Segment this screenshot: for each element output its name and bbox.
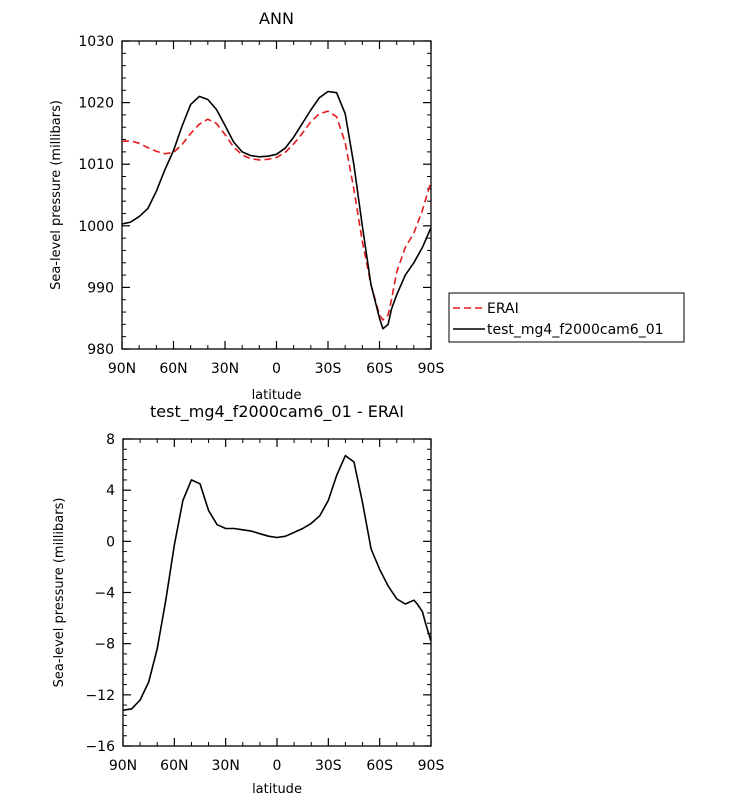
y-axis-label: Sea-level pressure (millibars) bbox=[52, 498, 67, 688]
legend-label: test_mg4_f2000cam6_01 bbox=[487, 322, 664, 338]
chart-title: ANN bbox=[259, 9, 294, 28]
x-axis-label: latitude bbox=[252, 782, 302, 797]
x-tick-label: 90N bbox=[109, 758, 137, 774]
x-tick-label: 30S bbox=[315, 758, 342, 774]
x-tick-label: 0 bbox=[273, 758, 282, 774]
x-tick-label: 0 bbox=[272, 361, 281, 377]
legend-label: ERAI bbox=[487, 301, 519, 317]
legend: ERAI test_mg4_f2000cam6_01 bbox=[448, 292, 685, 343]
difference-series-line bbox=[123, 454, 431, 711]
chart-title: test_mg4_f2000cam6_01 - ERAI bbox=[150, 402, 404, 422]
x-tick-label: 30N bbox=[211, 361, 239, 377]
erai-series-line bbox=[122, 110, 431, 321]
legend-box bbox=[448, 292, 685, 343]
x-tick-label: 60N bbox=[160, 758, 188, 774]
x-tick-label: 90N bbox=[108, 361, 136, 377]
y-tick-label: −12 bbox=[85, 688, 115, 704]
x-tick-label: 90S bbox=[418, 361, 445, 377]
y-axis-label: Sea-level pressure (millibars) bbox=[49, 100, 64, 290]
chart-1: ANN 90N 60N 30N 0 30S 60S 90S 980 990 1000 1010 1020… bbox=[49, 9, 685, 403]
plot-frame bbox=[122, 438, 432, 747]
plot-frame bbox=[121, 40, 432, 350]
x-tick-label: 30N bbox=[212, 758, 240, 774]
y-tick-label: 1020 bbox=[78, 96, 114, 112]
y-tick-label: 980 bbox=[87, 342, 114, 358]
y-tick-label: 1010 bbox=[78, 157, 114, 173]
x-tick-label: 60S bbox=[366, 758, 393, 774]
y-tick-label: 1000 bbox=[78, 219, 114, 235]
y-tick-label: 4 bbox=[106, 483, 115, 499]
y-tick-label: 8 bbox=[106, 432, 115, 448]
y-tick-label: 990 bbox=[87, 280, 114, 296]
x-tick-label: 90S bbox=[418, 758, 445, 774]
x-tick-label: 60S bbox=[366, 361, 393, 377]
x-tick-label: 60N bbox=[159, 361, 187, 377]
chart-2: test_mg4_f2000cam6_01 - ERAI 90N 60N 30N 0 30… bbox=[52, 402, 444, 797]
y-tick-label: −4 bbox=[94, 586, 115, 602]
y-tick-label: −16 bbox=[85, 739, 115, 755]
test-mg4-f2000cam6-01-series-line bbox=[122, 90, 431, 330]
x-axis-label: latitude bbox=[252, 388, 302, 403]
y-tick-label: 1030 bbox=[78, 34, 114, 50]
x-tick-label: 30S bbox=[315, 361, 342, 377]
y-tick-label: 0 bbox=[106, 534, 115, 550]
y-tick-label: −8 bbox=[94, 637, 115, 653]
